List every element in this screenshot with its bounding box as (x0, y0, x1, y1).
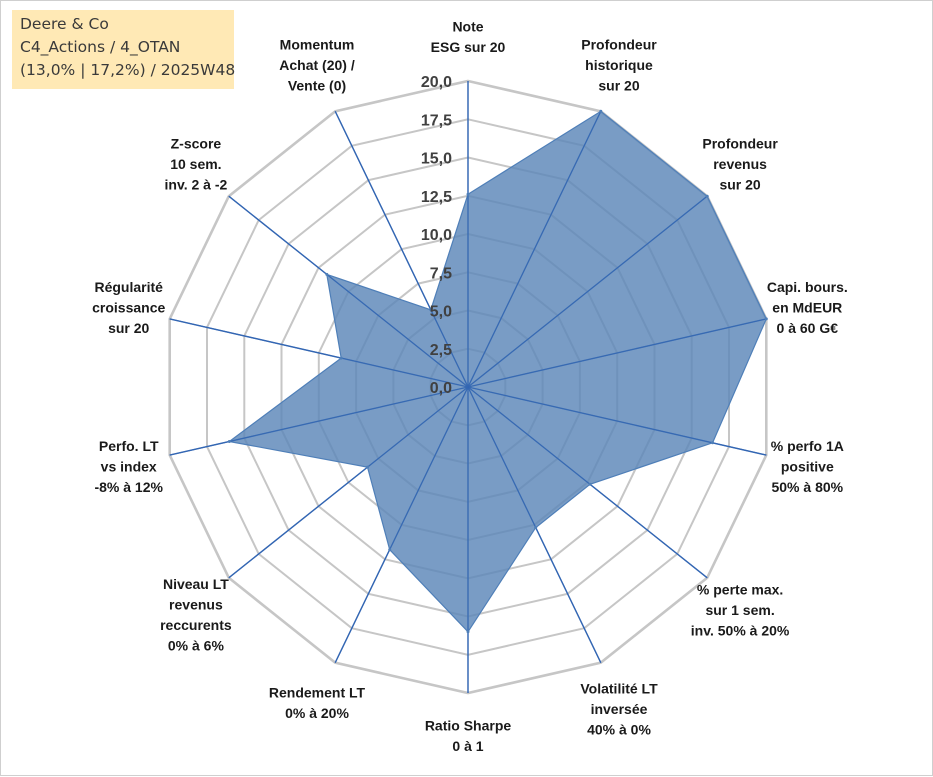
axis-label-line: Achat (20) / (279, 57, 355, 73)
axis-label-line: sur 1 sem. (705, 602, 774, 618)
data-point-11 (339, 356, 343, 360)
data-point-1 (599, 109, 603, 113)
axis-label-9: Niveau LT revenus reccurents 0% à 6% (160, 576, 232, 654)
data-point-6 (534, 526, 538, 530)
axis-label-line: Profondeur (581, 37, 657, 53)
axis-label-0: Note ESG sur 20 (431, 18, 506, 55)
axis-label-2: Profondeur revenus sur 20 (702, 136, 778, 193)
tick-label: 2,5 (430, 342, 452, 359)
axis-label-line: Vente (0) (288, 78, 346, 94)
data-point-5 (588, 482, 592, 486)
axis-label-line: 50% à 80% (771, 479, 843, 495)
axis-label-line: 0% à 20% (285, 705, 349, 721)
radar-series (169, 81, 768, 693)
spoke-overlay-4 (467, 386, 767, 456)
data-point-4 (711, 441, 715, 445)
spoke-overlay-10 (169, 386, 469, 456)
axis-label-line: Note (452, 18, 483, 34)
radial-tick-labels: 0,0 2,5 5,0 7,5 10,0 12,5 15,0 17,5 20,0 (421, 74, 452, 397)
axis-label-line: inversée (591, 701, 648, 717)
spoke-overlay-9 (228, 386, 469, 579)
axis-label-line: Ratio Sharpe (425, 717, 512, 733)
axis-label-8: Rendement LT 0% à 20% (269, 685, 366, 722)
axis-label-line: sur 20 (719, 177, 760, 193)
tick-label: 15,0 (421, 151, 452, 168)
axis-category-labels: Note ESG sur 20 Profondeur historique sur 20… (92, 18, 848, 754)
axis-label-1: Profondeur historique sur 20 (581, 37, 657, 94)
tick-label: 20,0 (421, 74, 452, 91)
axis-label-line: sur 20 (598, 78, 639, 94)
axis-label-line: croissance (92, 300, 165, 316)
tick-label: 7,5 (430, 265, 452, 282)
axis-label-11: Régularité croissance sur 20 (92, 279, 165, 336)
data-point-13 (429, 308, 433, 312)
axis-label-line: Volatilité LT (580, 681, 658, 697)
axis-label-line: Rendement LT (269, 685, 366, 701)
axis-label-line: Perfo. LT (99, 438, 159, 454)
data-point-2 (705, 194, 709, 198)
axis-label-6: Volatilité LT inversée 40% à 0% (580, 681, 658, 738)
axis-label-line: Capi. bours. (767, 279, 848, 295)
spoke-overlay-12 (228, 195, 469, 388)
axis-label-line: 40% à 0% (587, 722, 651, 738)
tick-label: 5,0 (430, 304, 452, 321)
portfolio-path: C4_Actions / 4_OTAN (20, 38, 181, 56)
data-point-12 (325, 272, 329, 276)
tick-label: 0,0 (430, 380, 452, 397)
data-point-0 (466, 192, 470, 196)
spoke-overlay-11 (169, 318, 469, 388)
axis-label-line: Z-score (171, 136, 222, 152)
axis-label-line: % perte max. (697, 582, 783, 598)
axis-label-line: -8% à 12% (94, 479, 163, 495)
axis-label-13: Momentum Achat (20) / Vente (0) (279, 37, 355, 94)
axis-label-line: inv. 50% à 20% (691, 623, 790, 639)
performance-stats: (13,0% | 17,2%) / 2025W48 (20, 61, 236, 79)
axis-label-line: revenus (713, 156, 767, 172)
spoke-overlay-8 (334, 386, 469, 663)
axis-label-line: sur 20 (108, 320, 149, 336)
tick-label: 17,5 (421, 112, 452, 129)
axis-label-line: Profondeur (702, 136, 778, 152)
spoke-overlay-6 (467, 386, 602, 663)
axis-label-line: vs index (101, 459, 157, 475)
axis-label-line: 0 à 60 G€ (777, 320, 839, 336)
axis-label-12: Z-score 10 sem. inv. 2 à -2 (165, 136, 228, 193)
axis-label-line: positive (781, 459, 834, 475)
spoke-overlay-1 (467, 111, 602, 388)
data-point-7 (466, 630, 470, 634)
spoke-overlay-13 (334, 111, 469, 388)
company-name: Deere & Co (20, 15, 109, 33)
axis-label-line: Momentum (280, 37, 355, 53)
axis-label-4: % perfo 1A positive 50% à 80% (771, 438, 844, 495)
spoke-overlay-2 (467, 195, 708, 388)
axis-label-line: ESG sur 20 (431, 39, 506, 55)
axis-label-line: inv. 2 à -2 (165, 177, 228, 193)
axis-label-line: reccurents (160, 617, 232, 633)
data-point-10 (227, 440, 231, 443)
series-area-0 (227, 110, 767, 633)
axis-label-line: 0 à 1 (452, 738, 483, 754)
spoke-overlay-5 (467, 386, 708, 579)
spoke-overlay-3 (467, 318, 767, 388)
axis-label-line: en MdEUR (772, 300, 842, 316)
axis-label-line: historique (585, 57, 653, 73)
data-point-8 (388, 548, 392, 552)
axis-label-line: Niveau LT (163, 576, 229, 592)
axis-label-line: revenus (169, 596, 223, 612)
tick-label: 12,5 (421, 189, 452, 206)
axis-label-line: 0% à 6% (168, 637, 225, 653)
axis-label-3: Capi. bours. en MdEUR 0 à 60 G€ (767, 279, 848, 336)
tick-label: 10,0 (421, 227, 452, 244)
axis-label-line: Régularité (94, 279, 163, 295)
axis-label-line: % perfo 1A (771, 438, 844, 454)
data-point-9 (366, 465, 369, 469)
axis-label-line: 10 sem. (170, 156, 221, 172)
info-box: Deere & Co C4_Actions / 4_OTAN (13,0% | … (12, 10, 236, 89)
axis-label-7: Ratio Sharpe 0 à 1 (425, 717, 512, 754)
axis-label-10: Perfo. LT vs index -8% à 12% (94, 438, 163, 495)
data-point-3 (764, 317, 768, 321)
axis-label-5: % perte max. sur 1 sem. inv. 50% à 20% (691, 582, 790, 639)
